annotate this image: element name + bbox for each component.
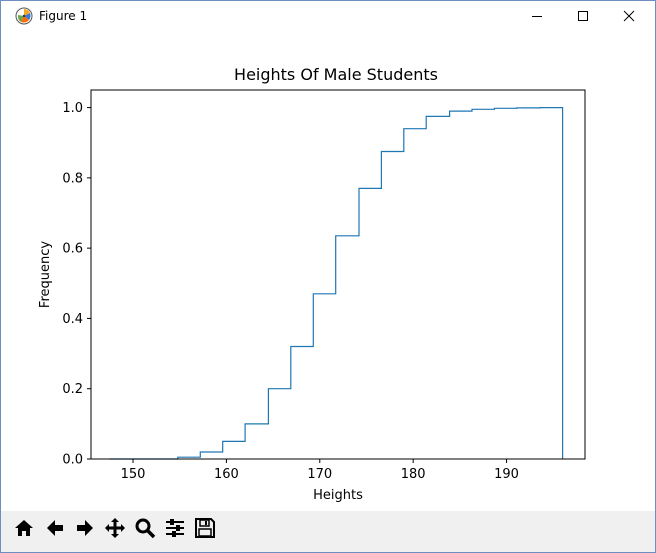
save-button[interactable] (192, 516, 218, 544)
configure-subplots-button[interactable] (162, 516, 188, 544)
zoom-button[interactable] (132, 516, 158, 544)
y-tick-label: 0.2 (62, 382, 83, 397)
title-bar[interactable]: Figure 1 (1, 1, 655, 32)
x-axis-label: Heights (313, 488, 363, 503)
axes-frame (90, 89, 586, 460)
home-button[interactable] (11, 516, 37, 544)
close-button[interactable] (606, 1, 652, 32)
y-tick-label: 0.6 (62, 242, 83, 257)
navigation-toolbar (1, 511, 655, 552)
y-tick-label: 0.0 (62, 453, 83, 468)
pan-arrows-icon (104, 517, 126, 543)
y-tick-label: 0.4 (62, 312, 83, 327)
y-tick-label: 1.0 (62, 101, 83, 116)
x-tick-label: 160 (214, 467, 239, 482)
home-icon (13, 517, 35, 543)
chart-title: Heights Of Male Students (234, 65, 438, 84)
matplotlib-logo-icon (15, 7, 33, 25)
x-tick-label: 150 (121, 467, 146, 482)
y-tick-label: 0.8 (62, 171, 83, 186)
figure-canvas[interactable]: Heights Of Male Students 150 160 170 180 190… (1, 32, 655, 511)
window-title: Figure 1 (39, 9, 88, 23)
x-tick-label: 190 (494, 467, 519, 482)
save-disk-icon (194, 517, 216, 543)
chart-svg: Heights Of Male Students 150 160 170 180 190… (38, 65, 586, 503)
maximize-icon (577, 7, 589, 26)
x-tick-label: 170 (307, 467, 332, 482)
cumulative-step-line (109, 107, 564, 460)
minimize-icon (531, 7, 543, 26)
forward-button[interactable] (72, 516, 98, 544)
x-tick-label: 180 (401, 467, 426, 482)
pan-button[interactable] (102, 516, 128, 544)
back-arrow-icon (44, 517, 66, 543)
minimize-button[interactable] (514, 1, 560, 32)
sliders-icon (164, 517, 186, 543)
forward-arrow-icon (74, 517, 96, 543)
y-axis-label: Frequency (38, 241, 53, 308)
close-icon (623, 7, 635, 26)
maximize-button[interactable] (560, 1, 606, 32)
back-button[interactable] (42, 516, 68, 544)
magnifier-icon (134, 517, 156, 543)
